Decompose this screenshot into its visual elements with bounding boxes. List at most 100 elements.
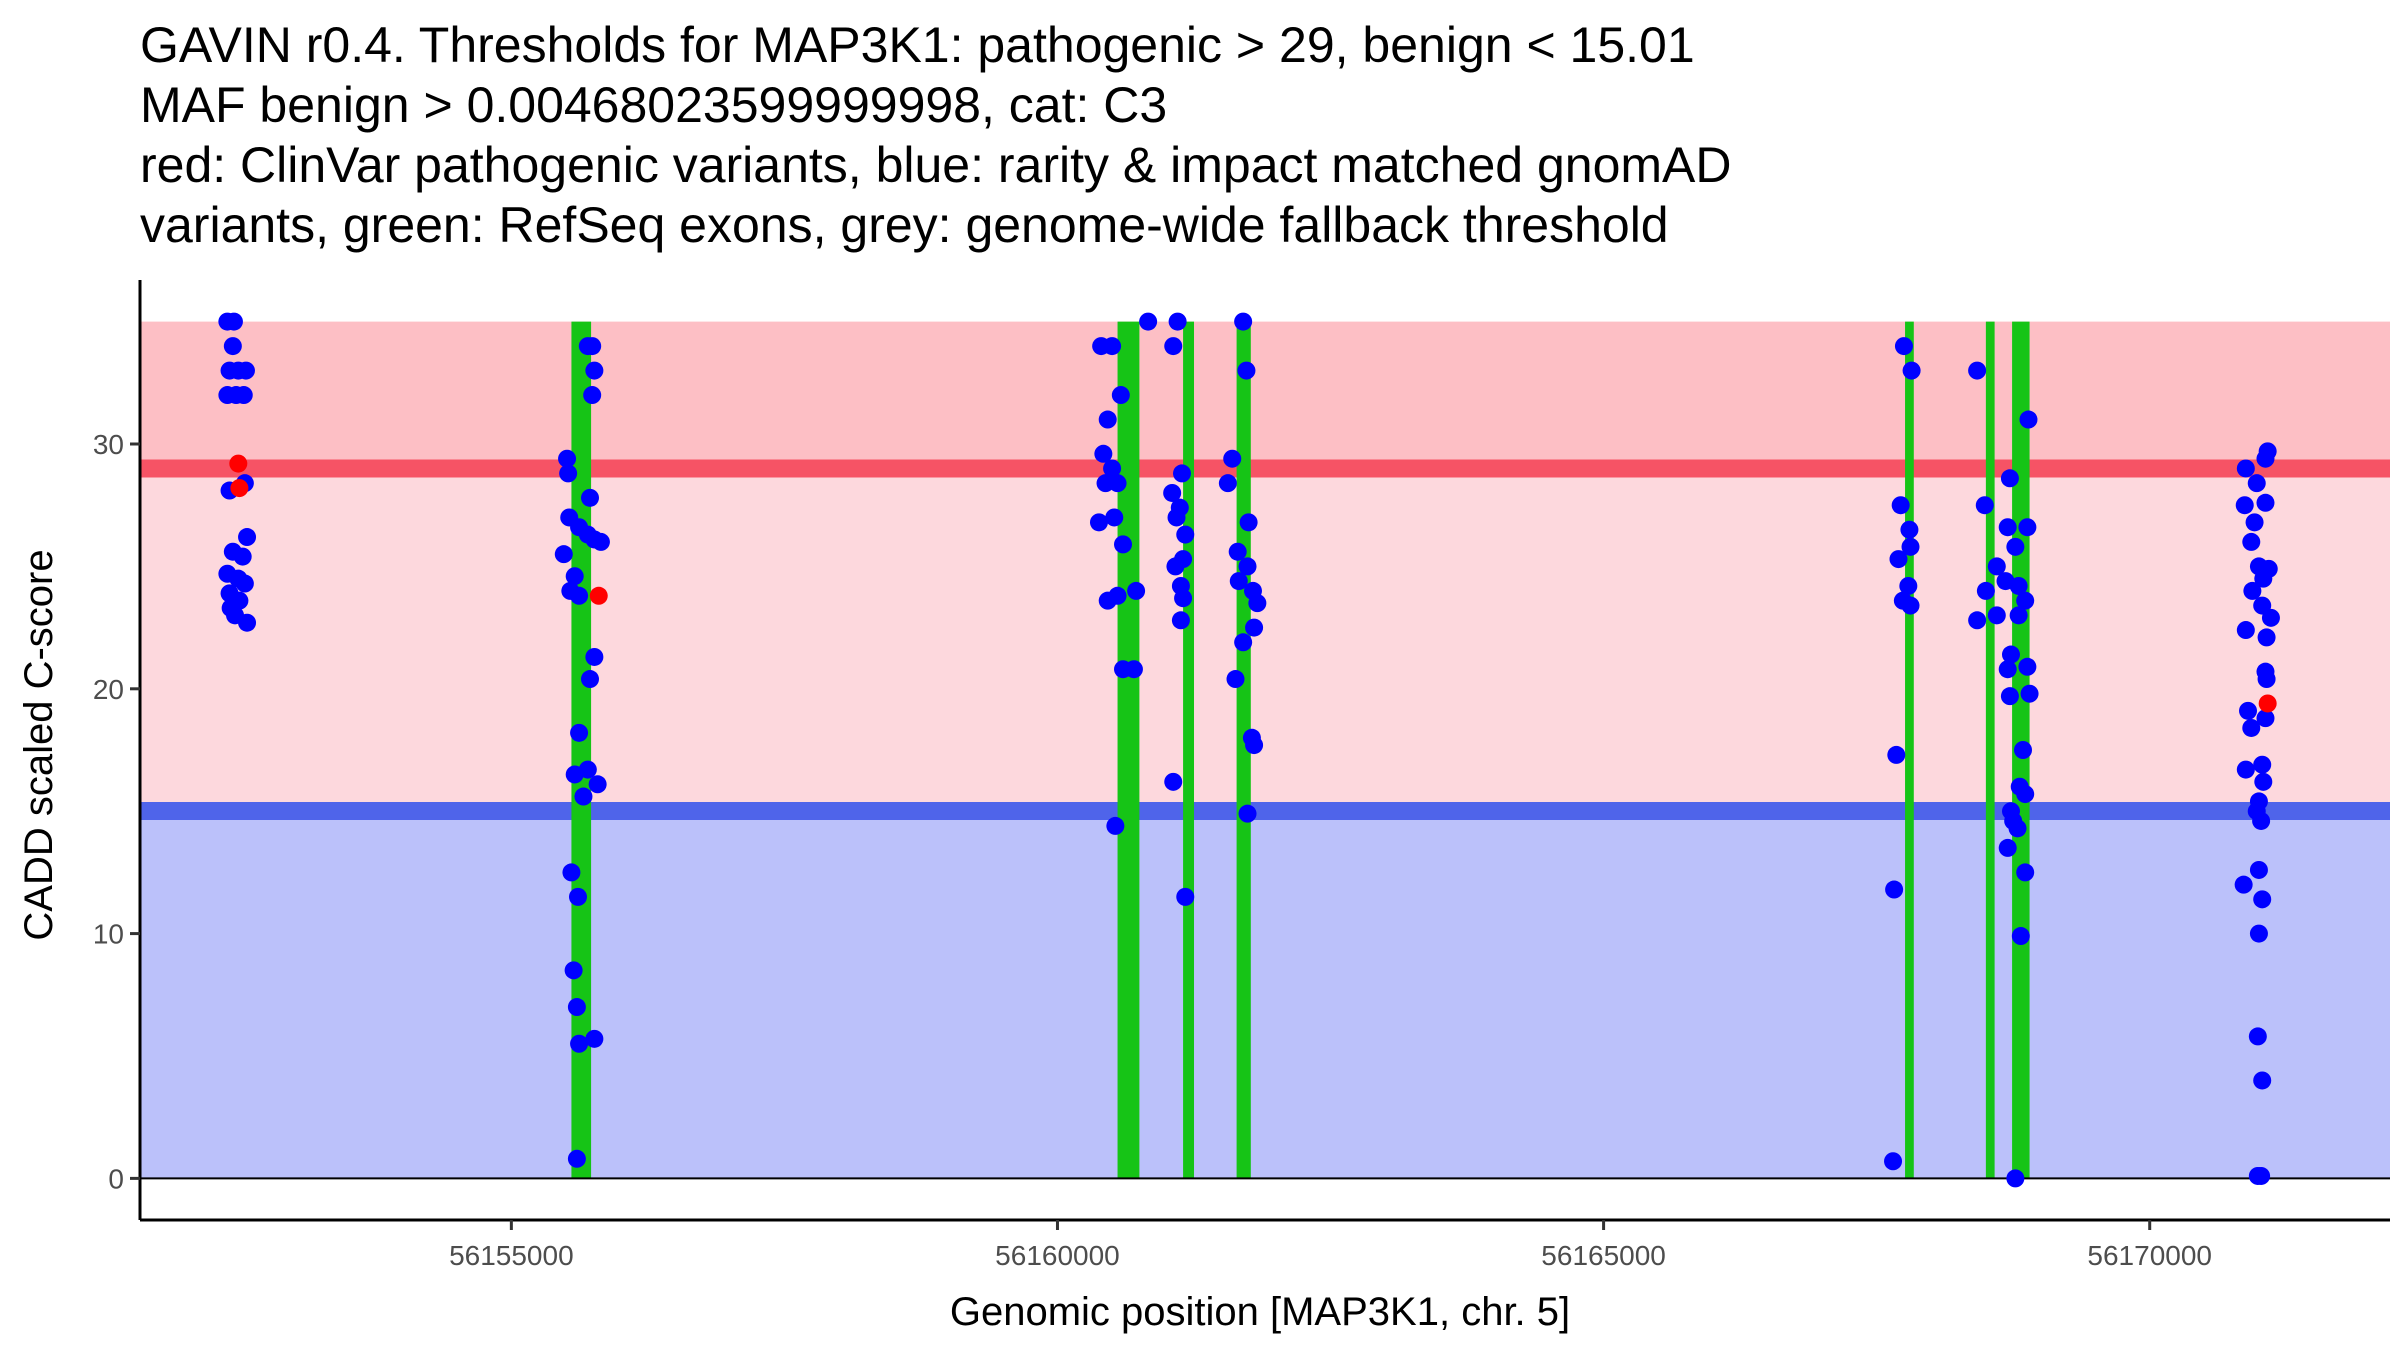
gnomad-point bbox=[1894, 337, 1913, 356]
gnomad-point bbox=[1127, 581, 1146, 600]
gnomad-point bbox=[1901, 537, 1920, 556]
title-line-1: GAVIN r0.4. Thresholds for MAP3K1: patho… bbox=[140, 17, 1695, 73]
gnomad-point bbox=[2253, 755, 2272, 774]
gnomad-point bbox=[570, 586, 589, 605]
gnomad-point bbox=[567, 1149, 586, 1168]
gnomad-point bbox=[238, 613, 257, 632]
gnomad-point bbox=[558, 449, 577, 468]
gnomad-point bbox=[1176, 525, 1195, 544]
gnomad-point bbox=[2256, 449, 2275, 468]
threshold-regions bbox=[140, 321, 2390, 1179]
gnomad-point bbox=[583, 386, 602, 405]
gnomad-point bbox=[1987, 606, 2006, 625]
gnomad-point bbox=[1168, 312, 1187, 331]
gnomad-point bbox=[562, 863, 581, 882]
gnomad-point bbox=[1238, 557, 1257, 576]
gnomad-point bbox=[2252, 811, 2271, 830]
title-line-2: MAF benign > 0.00468023599999998, cat: C… bbox=[140, 77, 1167, 133]
gnomad-point bbox=[2252, 1166, 2271, 1185]
gnomad-point bbox=[2249, 924, 2268, 943]
gnomad-point bbox=[2009, 606, 2028, 625]
title-line-3: red: ClinVar pathogenic variants, blue: … bbox=[140, 137, 1731, 193]
gnomad-point bbox=[238, 528, 257, 547]
gnomad-point bbox=[1885, 880, 1904, 899]
gnomad-point bbox=[2257, 628, 2276, 647]
gnomad-point bbox=[1226, 670, 1245, 689]
y-axis-title: CADD scaled C-score bbox=[17, 549, 61, 940]
gnomad-point bbox=[2018, 657, 2037, 676]
gnomad-point bbox=[2000, 469, 2019, 488]
gnomad-point bbox=[2249, 860, 2268, 879]
axes: 0 10 20 30 56155000 56160000 56165000 56170000 bbox=[93, 280, 2390, 1271]
gnomad-point bbox=[581, 670, 599, 689]
gnomad-point bbox=[2011, 927, 2030, 946]
gnomad-point bbox=[585, 1029, 604, 1048]
gnomad-point bbox=[223, 337, 242, 356]
gnomad-point bbox=[2016, 591, 2035, 610]
gnomad-point bbox=[1245, 618, 1264, 637]
gnomad-point bbox=[1248, 594, 1267, 613]
gnomad-point bbox=[1163, 483, 1182, 502]
gnomad-point bbox=[236, 361, 255, 380]
x-axis-title: Genomic position [MAP3K1, chr. 5] bbox=[950, 1290, 1570, 1334]
gnomad-point bbox=[2016, 785, 2035, 804]
gnomad-point bbox=[2006, 1169, 2025, 1188]
gnomad-point bbox=[2016, 863, 2035, 882]
gnomad-point bbox=[1899, 576, 1918, 595]
gnomad-point bbox=[1124, 660, 1143, 679]
gnomad-point bbox=[224, 312, 243, 331]
exon-bar-3 bbox=[1183, 321, 1195, 1179]
gnomad-point bbox=[1891, 496, 1910, 515]
gnomad-point bbox=[1103, 337, 1122, 356]
intermediate-region bbox=[140, 468, 2390, 811]
gnomad-point bbox=[1234, 312, 1253, 331]
gnomad-point bbox=[585, 647, 604, 666]
gnomad-point bbox=[2006, 537, 2025, 556]
x-tick-label: 56160000 bbox=[995, 1240, 1120, 1271]
gnomad-point bbox=[1889, 550, 1908, 569]
gnomad-point bbox=[1245, 736, 1264, 755]
gnomad-point bbox=[2242, 532, 2261, 551]
gnomad-point bbox=[1998, 660, 2017, 679]
gnomad-point bbox=[2254, 569, 2273, 588]
gnomad-point bbox=[1237, 361, 1256, 380]
gnomad-point bbox=[2256, 493, 2275, 512]
pathogenic-region bbox=[140, 321, 2390, 469]
gnomad-point bbox=[570, 1034, 589, 1053]
gnomad-point bbox=[1229, 572, 1248, 591]
gnomad-point bbox=[2014, 741, 2033, 759]
gnomad-point bbox=[1884, 1152, 1903, 1171]
gnomad-point bbox=[2008, 819, 2027, 838]
chart-title: GAVIN r0.4. Thresholds for MAP3K1: patho… bbox=[140, 17, 1731, 253]
clinvar-pathogenic-point bbox=[589, 586, 608, 605]
gnomad-point bbox=[578, 760, 597, 779]
x-tick-label: 56165000 bbox=[1541, 1240, 1666, 1271]
gnomad-point bbox=[1223, 449, 1242, 468]
gnomad-point bbox=[574, 787, 593, 806]
gnomad-point bbox=[2261, 608, 2280, 627]
gnomad-point bbox=[565, 567, 584, 586]
gnomad-point bbox=[1901, 596, 1920, 615]
gnomad-point bbox=[2257, 670, 2276, 689]
gnomad-point bbox=[1902, 361, 1921, 380]
gnomad-point bbox=[1239, 513, 1258, 532]
clinvar-pathogenic-point bbox=[229, 454, 248, 473]
gnomad-point bbox=[1089, 513, 1108, 532]
gnomad-point bbox=[2236, 621, 2255, 640]
gnomad-point bbox=[1968, 361, 1987, 380]
clinvar-pathogenic-point bbox=[230, 479, 249, 498]
gnomad-point bbox=[2236, 459, 2255, 478]
y-tick-label: 10 bbox=[93, 919, 124, 950]
gnomad-point bbox=[1975, 496, 1994, 515]
gnomad-point bbox=[567, 998, 586, 1017]
gnomad-point bbox=[234, 386, 253, 405]
y-tick-label: 0 bbox=[108, 1163, 124, 1194]
gnomad-point bbox=[2256, 709, 2275, 728]
gnomad-point bbox=[2248, 1027, 2267, 1046]
gnomad-point bbox=[2019, 410, 2038, 429]
gnomad-point bbox=[1171, 611, 1190, 630]
gnomad-point bbox=[2009, 576, 2028, 595]
gnomad-point bbox=[1103, 459, 1122, 478]
title-line-4: variants, green: RefSeq exons, grey: gen… bbox=[140, 197, 1669, 253]
gnomad-point bbox=[2253, 1071, 2272, 1090]
